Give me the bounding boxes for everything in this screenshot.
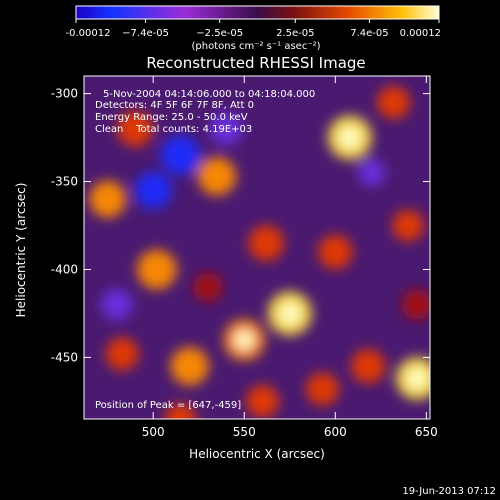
annotation-time-range: 5-Nov-2004 04:14:06.000 to 04:18:04.000 xyxy=(103,89,315,100)
heatmap-blob xyxy=(377,85,410,119)
colorbar-tick-label: 0.00012 xyxy=(400,28,441,39)
heatmap-blob-core xyxy=(279,303,300,324)
colorbar xyxy=(75,5,440,20)
x-axis-label: Heliocentric X (arcsec) xyxy=(189,447,325,461)
heatmap-blobs xyxy=(89,85,430,419)
heatmap-blob xyxy=(101,288,133,321)
heatmap-blob-core xyxy=(339,127,360,148)
heatmap-blob xyxy=(105,337,139,371)
annotation-energy: Energy Range: 25.0 - 50.0 keV xyxy=(95,112,248,123)
y-tick-label: -450 xyxy=(51,350,78,364)
footer-timestamp: 19-Jun-2013 07:12 xyxy=(402,486,496,497)
y-tick-label: -350 xyxy=(51,175,78,189)
heatmap-blob xyxy=(392,209,424,242)
heatmap-blob xyxy=(136,249,177,290)
x-tick-label: 650 xyxy=(415,425,438,439)
colorbar-tick-label: -0.00012 xyxy=(66,28,111,39)
heatmap-blob xyxy=(134,171,172,209)
heatmap-blob-core xyxy=(407,368,427,389)
annotation-counts: Clean Total counts: 4.19E+03 xyxy=(95,124,252,135)
heatmap-blob xyxy=(164,403,197,419)
heatmap-blob xyxy=(350,349,386,384)
x-tick-label: 600 xyxy=(324,425,347,439)
colorbar-tick-label: 7.4e-05 xyxy=(350,28,388,39)
heatmap-blob xyxy=(248,225,284,261)
heatmap-area xyxy=(84,76,430,419)
heatmap-blob xyxy=(358,159,386,187)
heatmap-blob xyxy=(246,385,279,418)
heatmap-blob-core xyxy=(234,330,254,350)
heatmap-blob xyxy=(117,110,153,147)
heatmap-blob xyxy=(160,135,201,176)
y-axis-label: Heliocentric Y (arcsec) xyxy=(14,183,28,318)
annotation-peak: Position of Peak = [647,-459] xyxy=(95,400,241,411)
axis-ticks: 500 550 600 650 -300 -350 -400 -450 xyxy=(51,76,438,439)
x-tick-label: 550 xyxy=(233,425,256,439)
colorbar-ticks: -0.00012 −7.4e-05 −2.5e-05 2.5e-05 7.4e-05 0.… xyxy=(66,19,441,39)
x-tick-label: 500 xyxy=(142,425,165,439)
heatmap-blob xyxy=(193,272,223,302)
heatmap-blob xyxy=(306,372,339,406)
heatmap-blob xyxy=(197,157,237,196)
colorbar-tick-label: −7.4e-05 xyxy=(122,28,169,39)
heatmap-blob xyxy=(209,112,243,146)
heatmap-blob xyxy=(170,347,209,386)
colorbar-tick-label: −2.5e-05 xyxy=(196,28,243,39)
annotation-detectors: Detectors: 4F 5F 6F 7F 8F, Att 0 xyxy=(95,100,254,111)
y-tick-label: -400 xyxy=(51,262,78,276)
colorbar-tick-label: 2.5e-05 xyxy=(276,28,314,39)
heatmap-blob xyxy=(402,289,430,320)
y-tick-label: -300 xyxy=(51,87,78,101)
colorbar-unit-label: (photons cm⁻² s⁻¹ asec⁻²) xyxy=(191,41,320,52)
heatmap-blob xyxy=(89,180,127,218)
chart-title: Reconstructed RHESSI Image xyxy=(146,54,365,72)
heatmap-blob xyxy=(318,234,353,269)
plot-frame xyxy=(83,75,431,420)
